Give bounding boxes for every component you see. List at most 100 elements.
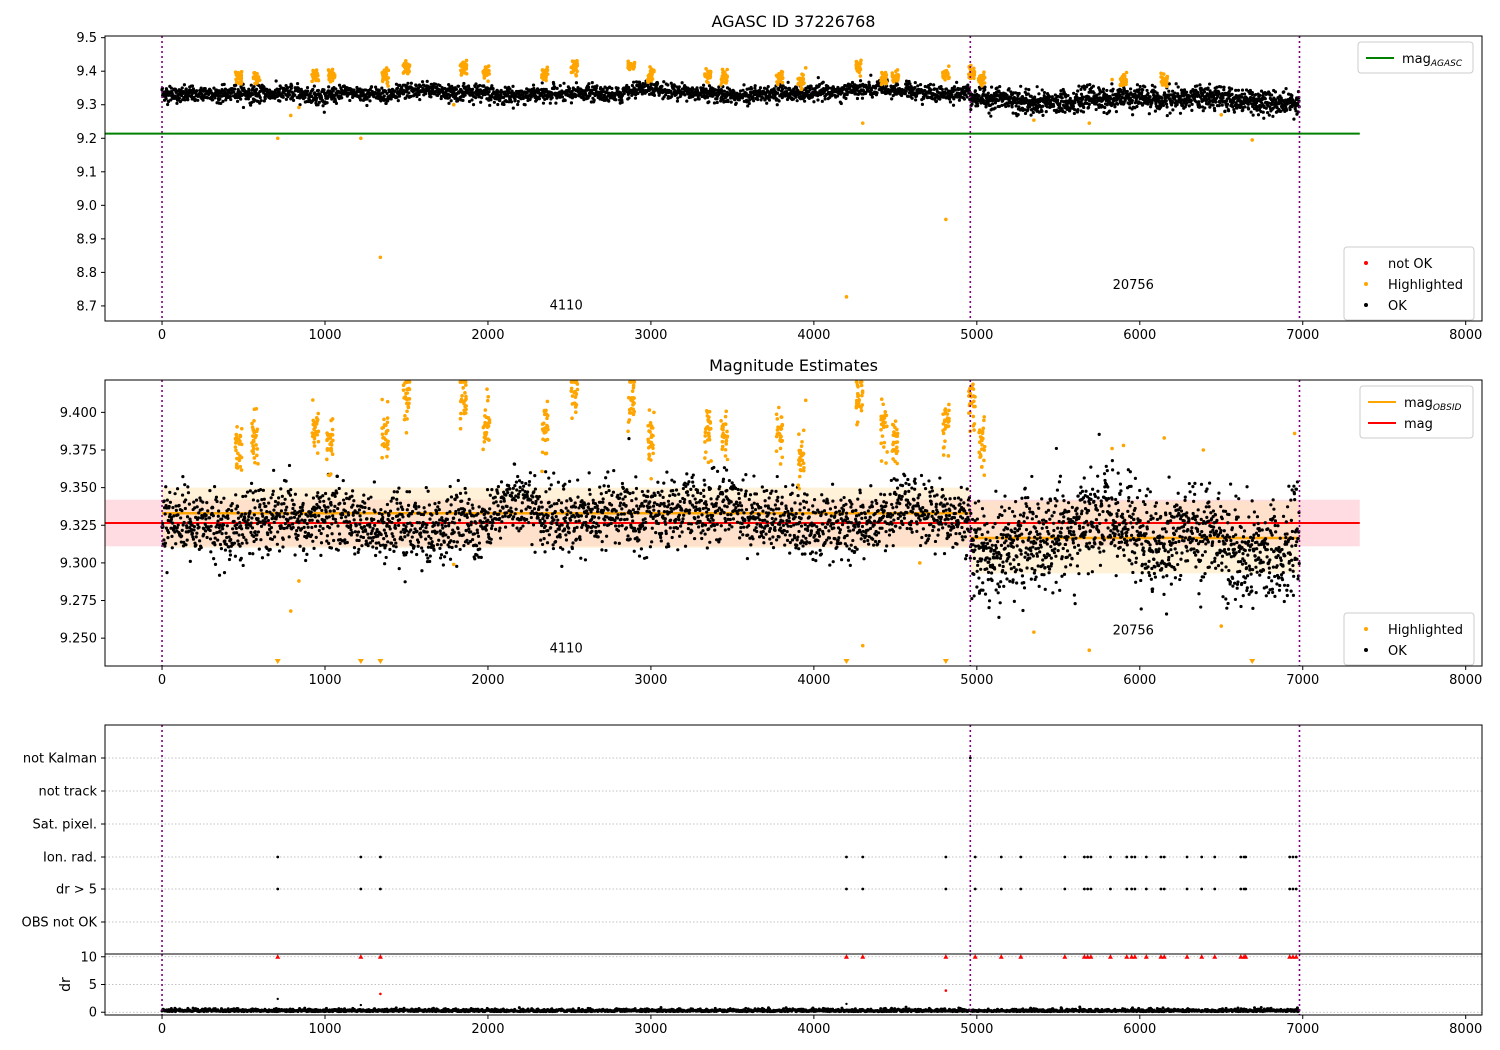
ok-point <box>322 88 326 92</box>
ok-point <box>398 83 402 87</box>
ok-point <box>1167 89 1171 93</box>
ok-point <box>940 87 944 92</box>
x-tick-label: 7000 <box>1286 328 1319 343</box>
ok-point <box>207 516 212 520</box>
ok-point <box>187 502 191 506</box>
ok-point <box>1256 113 1261 117</box>
highlighted-point <box>970 70 975 74</box>
ok-point <box>217 509 221 513</box>
ok-point <box>247 514 251 519</box>
ok-point <box>359 98 363 102</box>
ok-point <box>910 96 914 100</box>
highlighted-point <box>858 67 862 71</box>
ok-point <box>669 81 673 85</box>
ok-point <box>406 81 410 85</box>
ok-point <box>195 89 199 93</box>
ok-point <box>185 526 189 530</box>
highlighted-point <box>451 102 456 107</box>
ok-point <box>555 86 559 91</box>
ok-point <box>470 87 475 91</box>
ok-point <box>188 517 192 521</box>
ok-point <box>1076 108 1080 112</box>
ok-point <box>496 102 500 107</box>
highlighted-point <box>632 60 637 65</box>
ok-point <box>767 98 772 102</box>
x-tick-label: 0 <box>158 328 166 343</box>
highlighted-point <box>462 68 466 72</box>
ok-point <box>221 527 225 531</box>
x-tick-label: 3000 <box>634 328 667 343</box>
ok-point <box>215 499 219 504</box>
ok-point <box>236 511 240 515</box>
ok-point <box>693 98 697 102</box>
ok-point <box>334 87 338 91</box>
panel1-y-ticks: 8.78.88.99.09.19.29.39.49.5 <box>76 31 105 314</box>
highlighted-point <box>406 70 411 74</box>
ok-point <box>1094 107 1098 112</box>
ok-point <box>502 95 506 100</box>
ok-point <box>1110 82 1114 86</box>
ok-point <box>685 99 689 103</box>
ok-point <box>231 527 235 531</box>
ok-point <box>176 513 180 517</box>
ok-point <box>1288 107 1292 112</box>
ok-point <box>186 485 190 489</box>
ok-point <box>382 98 386 102</box>
ok-point <box>348 98 352 103</box>
ok-point <box>258 96 262 100</box>
ok-point <box>457 84 461 88</box>
ok-point <box>1190 102 1194 106</box>
ok-point <box>652 93 657 97</box>
ok-point <box>249 103 253 107</box>
obsid-label: 20756 <box>1113 278 1154 293</box>
ok-point <box>1077 84 1081 88</box>
ok-point <box>228 549 232 553</box>
ok-point <box>587 82 591 86</box>
ok-point <box>331 89 335 93</box>
ok-point <box>340 96 344 100</box>
ok-point <box>554 101 558 105</box>
ok-point <box>734 101 738 105</box>
ok-point <box>1101 87 1106 91</box>
ok-point <box>337 83 342 87</box>
ok-point <box>241 494 245 499</box>
highlighted-point <box>1250 138 1255 142</box>
highlighted-point <box>1110 77 1114 82</box>
ok-point <box>377 88 381 93</box>
ok-point <box>715 100 719 105</box>
y-tick-label: 9.0 <box>76 199 97 214</box>
ok-point <box>190 531 195 536</box>
ok-point <box>321 104 325 108</box>
ok-point <box>296 86 301 91</box>
ok-point <box>1203 106 1207 110</box>
highlighted-point <box>359 136 363 141</box>
ok-point <box>775 103 779 107</box>
ok-point <box>213 543 217 547</box>
ok-point <box>683 93 687 97</box>
ok-point <box>201 500 205 504</box>
ok-point <box>166 530 171 535</box>
ok-point <box>211 506 215 510</box>
ok-point <box>229 538 233 542</box>
ok-point <box>890 97 894 101</box>
ok-point <box>1107 109 1112 113</box>
ok-point <box>1060 96 1064 100</box>
ok-point <box>550 95 554 100</box>
ok-point <box>230 501 234 506</box>
ok-point <box>1068 96 1072 101</box>
ok-point <box>574 81 579 85</box>
highlighted-point <box>883 78 888 83</box>
ok-point <box>1042 90 1047 95</box>
ok-point <box>777 88 781 92</box>
ok-point <box>1230 92 1234 96</box>
x-tick-label: 8000 <box>1449 328 1482 343</box>
ok-point <box>387 97 391 101</box>
ok-point <box>261 488 265 492</box>
highlighted-point <box>893 77 898 82</box>
ok-point <box>840 91 844 95</box>
ok-point <box>234 493 238 497</box>
ok-point <box>1249 110 1253 114</box>
ok-point <box>1052 104 1056 108</box>
ok-point <box>434 82 438 86</box>
ok-point <box>211 514 215 518</box>
